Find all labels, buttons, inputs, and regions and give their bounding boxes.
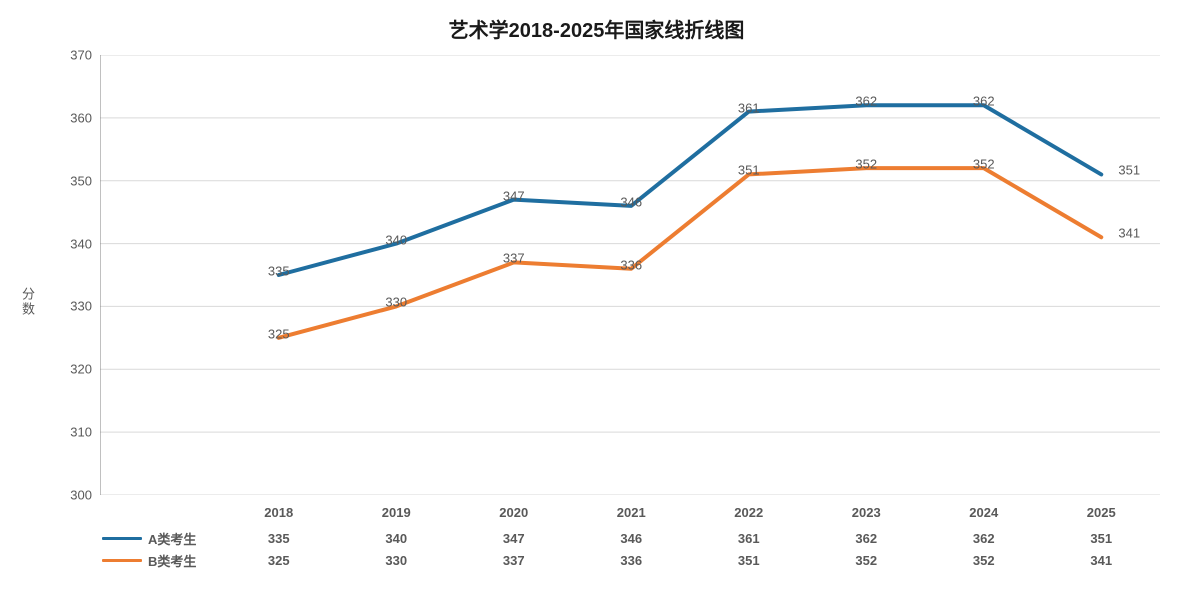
y-axis-label: 分数 [18,287,37,317]
data-point-label: 335 [268,264,290,279]
legend-value: 347 [455,531,573,546]
chart-title: 艺术学2018-2025年国家线折线图 [0,14,1193,43]
x-axis-row: 20182019202020212022202320242025 [100,505,1160,520]
plot-area: 335 340 347 346 361 362 362 351 325 330 337 336 351 3… [100,55,1160,495]
legend-data-table: A类考生335340347346361362362351B类考生32533033… [100,527,1160,571]
category-label: 2025 [1043,505,1161,520]
data-point-label: 352 [855,157,877,172]
category-label: 2018 [220,505,338,520]
y-tick-label: 350 [52,173,92,188]
plot-svg [100,55,1160,495]
legend-value: 362 [808,531,926,546]
data-point-label: 347 [503,188,525,203]
data-point-label: 330 [385,295,407,310]
legend-row: A类考生335340347346361362362351 [100,527,1160,549]
category-label: 2020 [455,505,573,520]
y-tick-label: 330 [52,299,92,314]
data-point-label: 362 [973,94,995,109]
legend-value: 346 [573,531,691,546]
category-label: 2023 [808,505,926,520]
y-tick-label: 300 [52,488,92,503]
y-tick-label: 370 [52,48,92,63]
data-point-label: 336 [620,257,642,272]
data-point-label: 341 [1118,226,1140,241]
y-tick-label: 310 [52,425,92,440]
y-tick-label: 320 [52,362,92,377]
data-point-label: 362 [855,94,877,109]
category-label: 2019 [338,505,456,520]
legend-key: B类考生 [100,551,220,570]
data-point-label: 351 [1118,163,1140,178]
legend-value: 351 [690,553,808,568]
legend-row: B类考生325330337336351352352341 [100,549,1160,571]
series-name: A类考生 [148,529,196,548]
data-point-label: 337 [503,251,525,266]
legend-value: 330 [338,553,456,568]
legend-value: 340 [338,531,456,546]
data-point-label: 340 [385,232,407,247]
legend-value: 341 [1043,553,1161,568]
legend-spacer [100,505,220,520]
legend-value: 362 [925,531,1043,546]
legend-value: 337 [455,553,573,568]
data-point-label: 325 [268,326,290,341]
legend-value: 361 [690,531,808,546]
legend-value: 336 [573,553,691,568]
legend-value: 352 [808,553,926,568]
category-row: 20182019202020212022202320242025 [100,505,1160,520]
chart-container: 艺术学2018-2025年国家线折线图 分数 300 310 320 330 340 35… [0,0,1193,603]
legend-value: 351 [1043,531,1161,546]
data-point-label: 346 [620,194,642,209]
category-label: 2022 [690,505,808,520]
data-point-label: 361 [738,100,760,115]
legend-value: 335 [220,531,338,546]
category-label: 2021 [573,505,691,520]
category-label: 2024 [925,505,1043,520]
y-tick-label: 360 [52,110,92,125]
legend-line-swatch [102,537,142,540]
legend-value: 352 [925,553,1043,568]
y-tick-label: 340 [52,236,92,251]
legend-line-swatch [102,559,142,562]
legend-key: A类考生 [100,529,220,548]
series-name: B类考生 [148,551,196,570]
data-point-label: 352 [973,157,995,172]
legend-value: 325 [220,553,338,568]
data-point-label: 351 [738,163,760,178]
